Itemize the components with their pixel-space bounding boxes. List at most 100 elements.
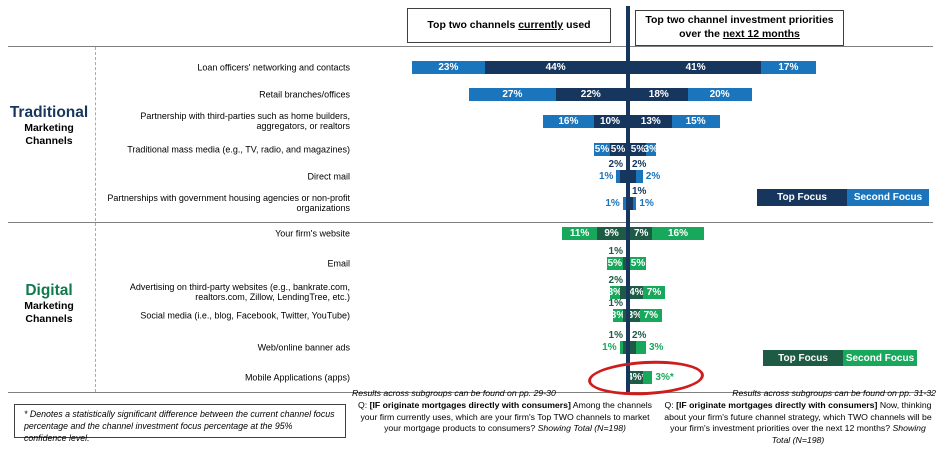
channel-label-line: Partnerships with government housing age… [107, 192, 350, 203]
section-divider-rule [8, 222, 933, 223]
channel-label: Advertising on third-party websites (e.g… [96, 282, 350, 304]
bar-value-label: 1% [598, 171, 614, 182]
digital-legend: Top Focus Second Focus [763, 350, 917, 366]
bar-segment-top [622, 257, 626, 270]
current-channels-header: Top two channels currently used [407, 8, 611, 43]
bar-segment-top: 7% [630, 227, 653, 240]
bar-value-label: 17% [778, 62, 799, 73]
left-question-text: Q: [IF originate mortgages directly with… [357, 400, 653, 434]
bar-value-label: 3%* [655, 372, 674, 383]
channel-label-line: organizations [296, 203, 350, 214]
bar-segment-top: 13% [630, 115, 672, 128]
bar-value-label: 2% [608, 158, 623, 170]
traditional-title-label: Traditional [9, 104, 89, 121]
bar-value-label: 5% [607, 258, 623, 269]
bar-segment-top: 41% [630, 61, 762, 74]
bar-value-label: 5% [630, 144, 646, 155]
chart-bottom-rule [8, 392, 933, 393]
bar-segment-second [622, 197, 626, 210]
bar-value-label: 1% [608, 297, 623, 309]
bar-segment-top: 22% [555, 88, 626, 101]
bar-segment-top: 10% [594, 115, 626, 128]
channel-label-line: realtors.com, Zillow, LendingTree, etc.) [195, 292, 350, 303]
bar-value-label: 2% [632, 329, 647, 341]
channel-label-line: Your firm's website [275, 228, 350, 239]
bar-segment-second: 20% [687, 88, 752, 101]
traditional-legend: Top Focus Second Focus [757, 189, 929, 206]
digital-legend-second-focus: Second Focus [843, 350, 917, 366]
digital-section-title: Digital Marketing Channels [2, 282, 96, 326]
bar-value-label: 1% [602, 342, 617, 353]
bar-segment-second [633, 197, 637, 210]
bar-value-label: 16% [667, 228, 688, 239]
bar-segment-top [630, 197, 634, 210]
bar-segment-second: 27% [469, 88, 556, 101]
bar-segment-second: 16% [652, 227, 704, 240]
bar-segment-top: 18% [630, 88, 688, 101]
bar-segment-top [630, 170, 637, 183]
bar-value-label: 7% [646, 287, 662, 298]
channel-label-line: Social media (i.e., blog, Facebook, Twit… [140, 310, 350, 321]
bar-segment-second: 17% [761, 61, 816, 74]
category-divider-dashed-line [95, 47, 96, 392]
bar-value-label: 2% [632, 158, 647, 170]
left-subgroups-note: Results across subgroups can be found on… [352, 388, 556, 398]
bar-segment-second [616, 170, 620, 183]
channel-label: Partnerships with government housing age… [96, 193, 350, 215]
channel-label-line: Direct mail [307, 171, 350, 182]
bar-segment-top [622, 309, 626, 322]
bar-segment-top: 5% [610, 143, 626, 156]
right-question-note: Results across subgroups can be found on… [660, 388, 936, 446]
bar-segment-second: 3% [643, 143, 659, 156]
center-axis-line [626, 6, 630, 392]
channel-label: Traditional mass media (e.g., TV, radio,… [96, 144, 350, 155]
bar-value-label: 2% [645, 171, 661, 182]
bar-segment-top [630, 341, 637, 354]
channel-label: Web/online banner ads [96, 342, 350, 353]
bar-segment-top: 9% [597, 227, 626, 240]
bar-value-label: 5% [630, 258, 646, 269]
channel-label-line: Mobile Applications (apps) [244, 372, 350, 383]
channel-label: Email [96, 258, 350, 269]
bar-value-label: 3% [607, 287, 623, 298]
bar-value-label: 3% [610, 310, 626, 321]
bar-value-label: 1% [608, 245, 623, 257]
bar-segment-second [636, 170, 643, 183]
bar-segment-top [622, 341, 626, 354]
bar-value-label: 27% [502, 89, 523, 100]
bar-value-label: 2% [608, 274, 623, 286]
bar-segment-second: 11% [562, 227, 598, 240]
channel-label-line: Partnership with third-parties such as h… [140, 110, 350, 121]
bar-segment-second: 5% [630, 257, 646, 270]
traditional-legend-top-focus: Top Focus [757, 189, 847, 206]
channel-label: Partnership with third-parties such as h… [96, 111, 350, 133]
bar-value-label: 13% [640, 116, 661, 127]
bar-segment-top: 4%* [627, 371, 646, 384]
bar-value-label: 10% [599, 116, 620, 127]
channel-label: Mobile Applications (apps) [96, 372, 350, 383]
bar-value-label: 3% [643, 144, 659, 155]
bar-value-label: 23% [438, 62, 459, 73]
investment-priorities-header-text: Top two channel investment priorities ov… [645, 14, 834, 40]
bar-segment-top [619, 286, 626, 299]
traditional-legend-second-focus: Second Focus [847, 189, 929, 206]
bar-segment-second: 7% [642, 286, 666, 299]
bar-value-label: 1% [608, 329, 623, 341]
channel-label: Your firm's website [96, 228, 350, 239]
left-question-note: Results across subgroups can be found on… [352, 388, 658, 435]
bar-value-label: 4%* [627, 372, 646, 383]
bar-segment-second: 16% [542, 115, 594, 128]
bar-value-label: 3% [627, 310, 643, 321]
bar-segment-top [619, 170, 626, 183]
channel-label-line: Web/online banner ads [257, 342, 350, 353]
bar-value-label: 1% [632, 185, 647, 197]
channel-label-line: Loan officers' networking and contacts [197, 62, 350, 73]
channel-label-line: Traditional mass media (e.g., TV, radio,… [127, 144, 350, 155]
traditional-section-title: Traditional Marketing Channels [2, 104, 96, 148]
bar-segment-second: 23% [411, 61, 486, 74]
chart-top-rule [8, 46, 933, 47]
bar-value-label: 18% [648, 89, 669, 100]
bar-value-label: 1% [639, 198, 654, 209]
bar-segment-second [642, 371, 653, 384]
